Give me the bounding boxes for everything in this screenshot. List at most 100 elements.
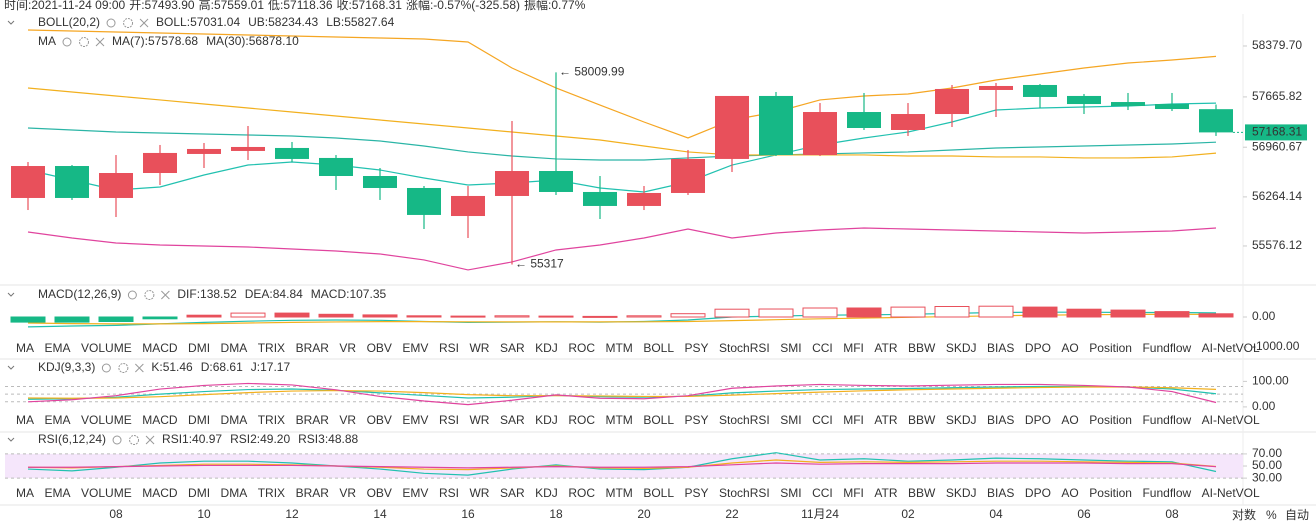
indicator-tab[interactable]: MA [16,341,34,355]
indicator-tab[interactable]: MTM [605,413,632,427]
indicator-tab[interactable]: PSY [685,413,709,427]
collapse-chevron[interactable] [7,437,15,442]
indicator-tab[interactable]: BIAS [987,413,1014,427]
indicator-tab[interactable]: SMI [780,413,801,427]
indicator-tab[interactable]: BIAS [987,341,1014,355]
indicator-tab[interactable]: AI-NetVOL [1202,413,1260,427]
indicator-tab[interactable]: SAR [500,413,525,427]
visibility-icon[interactable] [127,290,137,300]
indicator-tab[interactable]: DPO [1025,341,1051,355]
indicator-tab[interactable]: VR [339,413,356,427]
indicator-tab[interactable]: MTM [605,486,632,500]
indicator-tab[interactable]: PSY [685,341,709,355]
indicator-tab[interactable]: AI-NetVOL [1202,341,1260,355]
indicator-tab[interactable]: SKDJ [946,413,977,427]
indicator-tab[interactable]: Position [1089,413,1132,427]
indicator-tab[interactable]: WR [469,413,489,427]
indicator-tab[interactable]: ATR [874,413,897,427]
indicator-tab[interactable]: VOLUME [81,341,132,355]
indicator-tab[interactable]: DMI [188,413,210,427]
indicator-tab[interactable]: RSI [439,341,459,355]
indicator-tab[interactable]: BOLL [643,486,674,500]
indicator-tab[interactable]: AO [1061,486,1078,500]
indicator-tab[interactable]: MACD [142,486,178,500]
indicator-tab[interactable]: BRAR [296,413,330,427]
indicator-tab[interactable]: SAR [500,341,525,355]
indicator-tab[interactable]: MA [16,486,34,500]
indicator-tab[interactable]: OBV [367,341,392,355]
scale-option[interactable]: 对数 [1232,507,1256,522]
indicator-tab[interactable]: DMA [221,486,248,500]
indicator-tab[interactable]: VOLUME [81,486,132,500]
indicator-tab[interactable]: EMA [45,341,71,355]
indicator-tab[interactable]: TRIX [258,413,285,427]
indicator-tab[interactable]: KDJ [535,341,558,355]
indicator-tab[interactable]: SMI [780,486,801,500]
visibility-icon[interactable] [101,363,111,373]
settings-icon[interactable] [129,435,140,445]
indicator-tab[interactable]: StochRSI [719,413,770,427]
indicator-tab[interactable]: Position [1089,341,1132,355]
indicator-tab[interactable]: BRAR [296,486,330,500]
indicator-tab[interactable]: OBV [367,413,392,427]
indicator-tab[interactable]: BRAR [296,341,330,355]
close-icon[interactable] [95,37,105,47]
indicator-tab[interactable]: MFI [843,486,864,500]
indicator-tab[interactable]: SAR [500,486,525,500]
visibility-icon[interactable] [62,37,72,47]
indicator-tab[interactable]: VOLUME [81,413,132,427]
indicator-tab[interactable]: MFI [843,341,864,355]
indicator-tab[interactable]: MTM [605,341,632,355]
indicator-tab[interactable]: CCI [812,413,833,427]
indicator-tab[interactable]: MFI [843,413,864,427]
settings-icon[interactable] [144,290,155,300]
close-icon[interactable] [139,18,149,28]
close-icon[interactable] [135,363,144,373]
indicator-tab[interactable]: RSI [439,486,459,500]
indicator-tab[interactable]: SKDJ [946,341,977,355]
indicator-tab[interactable]: ATR [874,341,897,355]
indicator-tab[interactable]: MA [16,413,34,427]
settings-icon[interactable] [79,37,89,47]
collapse-chevron[interactable] [7,292,15,297]
indicator-tab[interactable]: EMA [45,413,71,427]
indicator-tab[interactable]: TRIX [258,486,285,500]
indicator-tab[interactable]: EMV [402,486,428,500]
indicator-tab[interactable]: CCI [812,341,833,355]
indicator-tab[interactable]: BIAS [987,486,1014,500]
indicator-tab[interactable]: BBW [908,413,936,427]
indicator-tab[interactable]: VR [339,341,356,355]
indicator-tab[interactable]: TRIX [258,341,285,355]
indicator-tab[interactable]: ATR [874,486,897,500]
indicator-tab[interactable]: AO [1061,413,1078,427]
indicator-tab[interactable]: StochRSI [719,341,770,355]
indicator-tab[interactable]: Fundflow [1142,413,1191,427]
indicator-tab[interactable]: AO [1061,341,1078,355]
indicator-tab[interactable]: EMV [402,413,428,427]
close-icon[interactable] [145,435,155,445]
indicator-tab[interactable]: OBV [367,486,392,500]
collapse-chevron[interactable] [7,365,15,370]
indicator-tab[interactable]: BBW [908,486,936,500]
indicator-tab[interactable]: StochRSI [719,486,770,500]
indicator-tab[interactable]: WR [469,341,489,355]
indicator-tab[interactable]: BBW [908,341,936,355]
indicator-tab[interactable]: BOLL [643,413,674,427]
indicator-tab[interactable]: AI-NetVOL [1202,486,1260,500]
close-icon[interactable] [161,290,170,300]
indicator-tab[interactable]: SMI [780,341,801,355]
indicator-tab[interactable]: DMI [188,486,210,500]
indicator-tab[interactable]: PSY [685,486,709,500]
indicator-tab[interactable]: Position [1089,486,1132,500]
indicator-tab[interactable]: ROC [568,341,595,355]
indicator-tab[interactable]: KDJ [535,486,558,500]
indicator-tab[interactable]: ROC [568,486,595,500]
indicator-tab[interactable]: SKDJ [946,486,977,500]
indicator-tab[interactable]: KDJ [535,413,558,427]
indicator-tab[interactable]: ROC [568,413,595,427]
collapse-chevron[interactable] [7,20,15,25]
indicator-tab[interactable]: DMA [221,413,248,427]
indicator-tab[interactable]: WR [469,486,489,500]
settings-icon[interactable] [123,18,134,28]
indicator-tab[interactable]: DPO [1025,413,1051,427]
